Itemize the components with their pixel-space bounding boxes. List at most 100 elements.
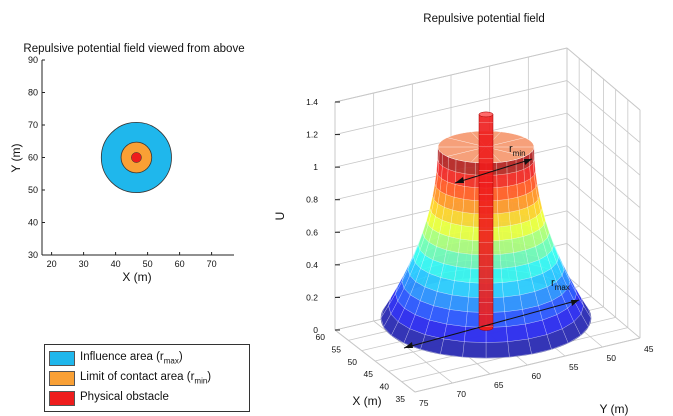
surface-facet (513, 249, 529, 267)
box-edge (334, 329, 416, 393)
y-tick-label: 70 (28, 120, 38, 130)
y-tick-label: 80 (28, 88, 38, 98)
x-tick-label: 60 (316, 332, 326, 342)
legend-label-obstacle: Physical obstacle (80, 390, 169, 403)
surface-facet (507, 184, 519, 200)
y-tick-label: 70 (457, 389, 467, 399)
floor-gridline-a (566, 275, 641, 339)
z-tick-label: 0.8 (306, 195, 318, 205)
surface-facet (440, 263, 457, 281)
x-tick-label: 35 (396, 394, 406, 404)
z-tick-label: 0.4 (306, 260, 318, 270)
x-tick-label: 60 (175, 259, 185, 269)
x-tick-label: 40 (380, 382, 390, 392)
rmax-annotation: rmax (403, 277, 580, 349)
top-view-chart: Repulsive potential field viewed from ab… (9, 43, 245, 284)
top-view-title: Repulsive potential field viewed from ab… (23, 43, 244, 55)
top-view-y-ticks: 30 40 50 60 70 80 90 (28, 55, 45, 260)
y-tick-label: 30 (28, 250, 38, 260)
surface-facet (510, 223, 524, 240)
surface-facet (446, 236, 461, 253)
surface-x-ticks: 60 55 50 45 40 35 (316, 332, 406, 404)
surface-facet (499, 238, 514, 255)
surface-facet (464, 161, 476, 176)
surface-facet (497, 199, 510, 214)
surface-facet (460, 225, 474, 241)
x-tick-label: 30 (79, 259, 89, 269)
surface-facet (508, 209, 522, 226)
z-tick-label: 1.2 (306, 130, 318, 140)
surface-y-label: Y (m) (599, 402, 628, 416)
rmin-arrow (454, 158, 533, 184)
surface-facet (455, 159, 466, 174)
surface-facet (446, 309, 468, 327)
surface-facet (496, 173, 508, 188)
box-edge (334, 47, 568, 103)
y-tick-label: 55 (569, 362, 579, 372)
surface-y-ticks: 75 70 65 60 55 50 45 (419, 344, 654, 408)
y-tick-label: 40 (28, 218, 38, 228)
surface-facet (506, 171, 517, 187)
legend-label-influence: Influence area (rmax) (80, 350, 183, 366)
legend-item-contact: Limit of contact area (rmin) (49, 368, 245, 388)
surface-facet (452, 196, 465, 213)
surface-facet (456, 252, 473, 269)
z-tick-label: 1.4 (306, 97, 318, 107)
surface-x-label: X (m) (352, 394, 381, 408)
surface-facet (507, 196, 520, 213)
legend-swatch-obstacle (49, 390, 75, 406)
box-edge (414, 337, 641, 393)
y-tick-label: 45 (644, 344, 654, 354)
surface-facet (451, 280, 471, 298)
surface-facet (458, 238, 473, 255)
surface-facet (499, 252, 516, 269)
surface-facet (454, 266, 472, 283)
top-view-x-label: X (m) (122, 270, 151, 284)
surface-facet (496, 186, 509, 201)
surface-facet (464, 173, 476, 188)
rmax-arrowhead-right (571, 300, 579, 306)
surface-facet (443, 249, 459, 267)
x-tick-label: 55 (332, 344, 342, 354)
legend-item-obstacle: Physical obstacle (49, 388, 245, 408)
legend-label-contact: Limit of contact area (rmin) (80, 370, 212, 386)
surface-chart: Repulsive potential field 0 0.2 0.4 0.6 0.8 1… (273, 13, 654, 416)
rmin-arrowhead-right (524, 159, 532, 165)
surface-facet (453, 184, 465, 200)
rmin-label: rmin (509, 143, 526, 158)
x-tick-label: 50 (143, 259, 153, 269)
surface-facet (515, 263, 532, 281)
surface-facet (455, 171, 466, 187)
surface-facet (505, 323, 529, 342)
surface-facet (511, 236, 526, 253)
surface-facet (462, 341, 487, 359)
y-tick-label: 75 (419, 398, 429, 408)
legend: Influence area (rmax) Limit of contact a… (44, 344, 250, 412)
rmax-arrow (403, 299, 580, 349)
legend-swatch-contact (49, 370, 75, 386)
legend-swatch-influence (49, 350, 75, 366)
surface-facet (485, 341, 510, 359)
y-tick-label: 65 (494, 380, 504, 390)
obstacle-cylinder (478, 111, 494, 331)
surface-facet (463, 186, 476, 201)
top-view-x-ticks: 20 30 40 50 60 70 (47, 252, 217, 269)
surface-facet (440, 338, 465, 358)
cylinder-top (478, 111, 494, 118)
x-tick-label: 40 (111, 259, 121, 269)
surface-facet (503, 294, 523, 312)
surface-facet (507, 338, 532, 358)
box-edge (566, 47, 641, 111)
z-tick-label: 0 (313, 325, 318, 335)
x-tick-label: 20 (47, 259, 57, 269)
surface-facet (498, 225, 512, 241)
surface-facet (449, 294, 469, 312)
rmin-arrowhead-left (455, 177, 464, 183)
x-tick-label: 50 (348, 357, 358, 367)
surface-facet (448, 223, 462, 240)
y-tick-label: 50 (28, 185, 38, 195)
surface-facet (500, 266, 518, 283)
rmax-arrowhead-left (404, 342, 413, 348)
surface-z-label: U (273, 212, 287, 221)
